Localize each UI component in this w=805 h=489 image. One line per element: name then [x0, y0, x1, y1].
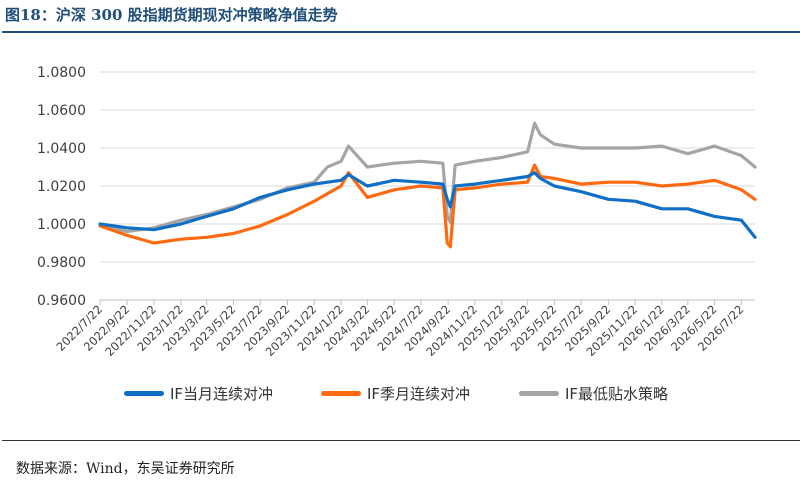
y-tick-label: 1.0200 [37, 179, 86, 195]
y-tick-label: 1.0000 [37, 217, 86, 233]
y-tick-label: 0.9600 [37, 293, 86, 309]
y-tick-label: 1.0400 [37, 141, 86, 157]
chart-legend: IF当月连续对冲 IF季月连续对冲 IF最低贴水策略 [0, 383, 805, 413]
legend-item-if-quarterly: IF季月连续对冲 [321, 383, 470, 404]
figure-title: 图18：沪深 300 股指期货期现对冲策略净值走势 [5, 6, 338, 24]
series-line-2 [98, 163, 757, 249]
series-line-1 [98, 171, 757, 239]
series-line-3 [98, 121, 757, 234]
title-rule [2, 31, 800, 33]
legend-swatch-orange [321, 391, 361, 396]
legend-label-if-monthly: IF当月连续对冲 [170, 385, 274, 403]
y-tick-label: 1.0600 [37, 103, 86, 119]
data-source: 数据来源：Wind，东吴证券研究所 [16, 461, 235, 477]
legend-label-if-lowest-discount: IF最低贴水策略 [565, 385, 669, 403]
legend-label-if-quarterly: IF季月连续对冲 [367, 385, 471, 403]
legend-item-if-lowest-discount: IF最低贴水策略 [519, 383, 668, 404]
y-tick-label: 0.9800 [37, 255, 86, 271]
legend-swatch-blue [124, 391, 164, 396]
y-tick-label: 1.0800 [37, 65, 86, 81]
legend-swatch-gray [519, 391, 559, 396]
legend-item-if-monthly: IF当月连续对冲 [124, 383, 273, 404]
footer-rule [2, 440, 800, 441]
